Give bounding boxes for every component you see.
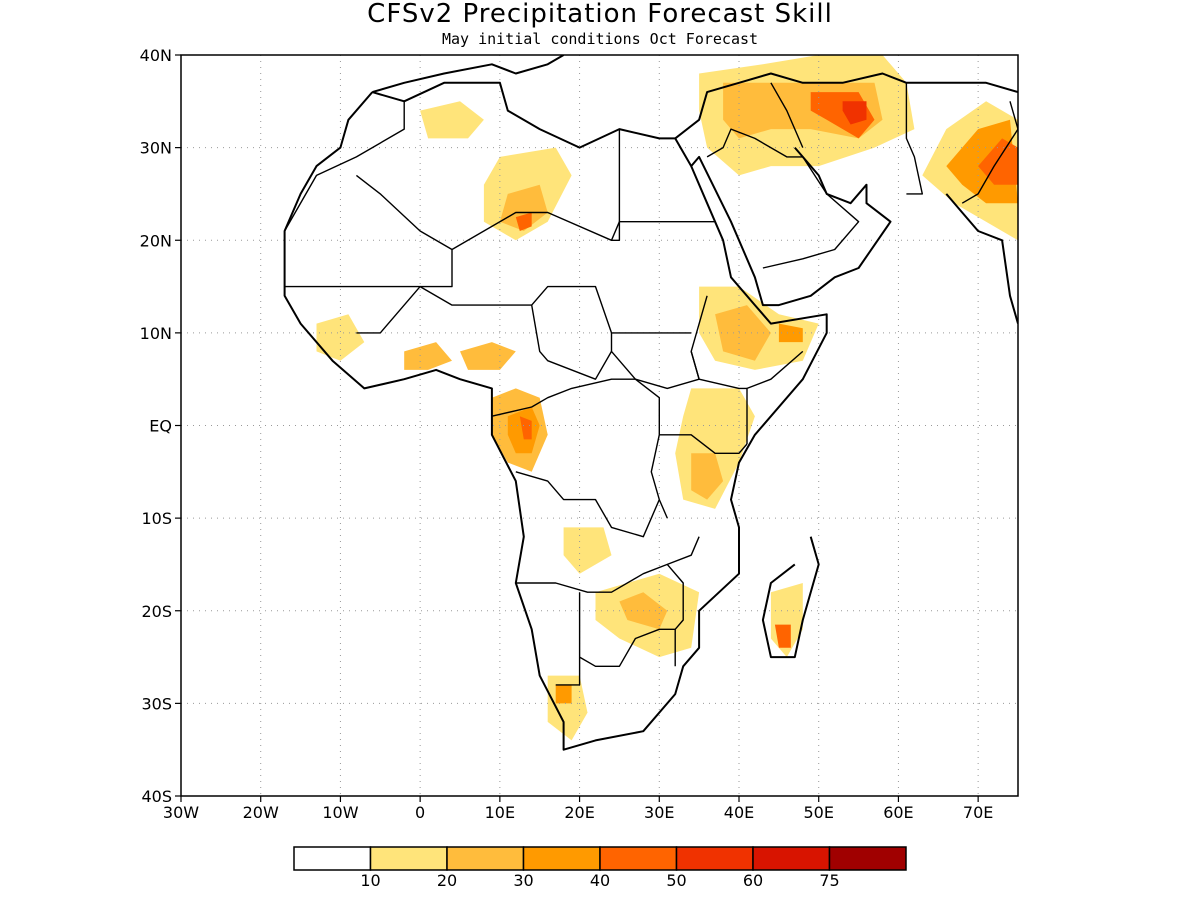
colorbar-label: 60	[743, 871, 763, 890]
border-mozambique	[666, 563, 684, 630]
border-namibia-botswana	[555, 592, 581, 686]
coastline-africa-coast	[283, 81, 828, 751]
border-pakistan-india	[961, 101, 1018, 204]
border-iran-pakistan	[905, 82, 923, 195]
skill-region-chad-peak	[515, 212, 532, 231]
coastlines	[283, 55, 1018, 751]
skill-region-iran-max	[842, 101, 867, 125]
map-title: CFSv2 Precipitation Forecast Skill	[367, 0, 833, 29]
coastline-india-coast	[945, 193, 1018, 324]
border-sudan-south	[610, 295, 708, 390]
skill-region-gulf-guinea	[404, 342, 452, 370]
lat-tick-label: 40S	[141, 787, 172, 806]
colorbar-swatch	[599, 846, 678, 871]
coastline-med-north	[372, 55, 565, 94]
border-sahel	[284, 285, 692, 334]
lon-tick-label: 60E	[883, 803, 913, 822]
lat-tick-label: 10N	[140, 324, 172, 343]
colorbar-label: 40	[590, 871, 610, 890]
lon-tick-label: 30E	[644, 803, 674, 822]
colorbar-swatch	[752, 846, 831, 871]
lat-tick-label: 30N	[140, 139, 172, 158]
skill-region-congo-peak	[519, 416, 532, 440]
country-borders	[283, 82, 1018, 686]
border-congo-basin	[491, 378, 668, 519]
border-east-africa-borders	[659, 434, 748, 454]
colorbar-label: 10	[360, 871, 380, 890]
latitude-axis: 40N 30N 20N 10N EQ 10S 20S 30S 40S	[140, 46, 181, 806]
coastline-madagascar-coast	[761, 536, 820, 659]
skill-region-india-nw-max	[978, 138, 1018, 185]
border-chad-car	[531, 304, 613, 380]
lon-tick-label: 0	[415, 803, 425, 822]
lon-tick-label: 20E	[564, 803, 594, 822]
skill-region-ethiopia-core	[715, 305, 771, 361]
colorbar: 10 20 30 40 50 60 75	[293, 846, 907, 890]
colorbar-label: 20	[437, 871, 457, 890]
skill-region-algeria-north	[420, 101, 484, 139]
colorbar-swatch	[828, 846, 907, 871]
border-iraq-iran	[770, 82, 804, 148]
colorbar-swatch	[446, 846, 525, 871]
border-kenya-somalia	[746, 350, 804, 444]
skill-region-madagascar-core	[774, 624, 791, 648]
lat-tick-label: EQ	[149, 417, 172, 436]
skill-region-angola-zambia	[563, 527, 612, 574]
map-frame	[180, 54, 1019, 797]
colorbar-swatch	[522, 846, 601, 871]
colorbar-swatch	[293, 846, 372, 871]
colorbar-swatch	[369, 846, 448, 871]
skill-region-nigeria	[460, 342, 516, 370]
colorbar-label: 75	[819, 871, 839, 890]
border-algeria-south	[355, 174, 621, 251]
border-libya-egypt	[611, 129, 621, 242]
coastline-levant-iran	[674, 72, 1018, 140]
lon-tick-label: 20W	[243, 803, 279, 822]
skill-region-kenya-tanzania	[691, 453, 724, 500]
lat-tick-label: 20N	[140, 231, 172, 250]
lon-tick-label: 10W	[322, 803, 358, 822]
lat-tick-label: 20S	[141, 602, 172, 621]
colorbar-label: 30	[513, 871, 533, 890]
skill-region-south-africa-west-core	[555, 684, 572, 704]
border-ethiopia-west	[690, 351, 747, 390]
border-mali-niger	[356, 249, 453, 334]
skill-region-horn-peak	[778, 323, 803, 343]
lat-tick-label: 40N	[140, 46, 172, 65]
lon-tick-label: 30W	[163, 803, 199, 822]
map-subtitle: May initial conditions Oct Forecast	[442, 30, 758, 48]
lat-lon-grid	[181, 55, 1018, 796]
lon-tick-label: 40E	[724, 803, 754, 822]
border-maghreb	[283, 101, 405, 232]
lat-tick-label: 30S	[141, 694, 172, 713]
colorbar-label: 50	[666, 871, 686, 890]
colorbar-swatch	[675, 846, 754, 871]
lon-tick-label: 10E	[485, 803, 515, 822]
border-drc-angola	[515, 471, 660, 538]
lon-tick-label: 50E	[803, 803, 833, 822]
lat-tick-label: 10S	[141, 509, 172, 528]
border-angola-south	[515, 536, 700, 593]
longitude-axis: 30W 20W 10W 0 10E 20E 30E 40E 50E 60E 70E	[163, 796, 993, 822]
lon-tick-label: 70E	[963, 803, 993, 822]
skill-shading-layer	[316, 55, 1018, 741]
coastline-arabia-coast	[690, 146, 892, 307]
skill-region-sahara-central-core	[499, 184, 548, 231]
